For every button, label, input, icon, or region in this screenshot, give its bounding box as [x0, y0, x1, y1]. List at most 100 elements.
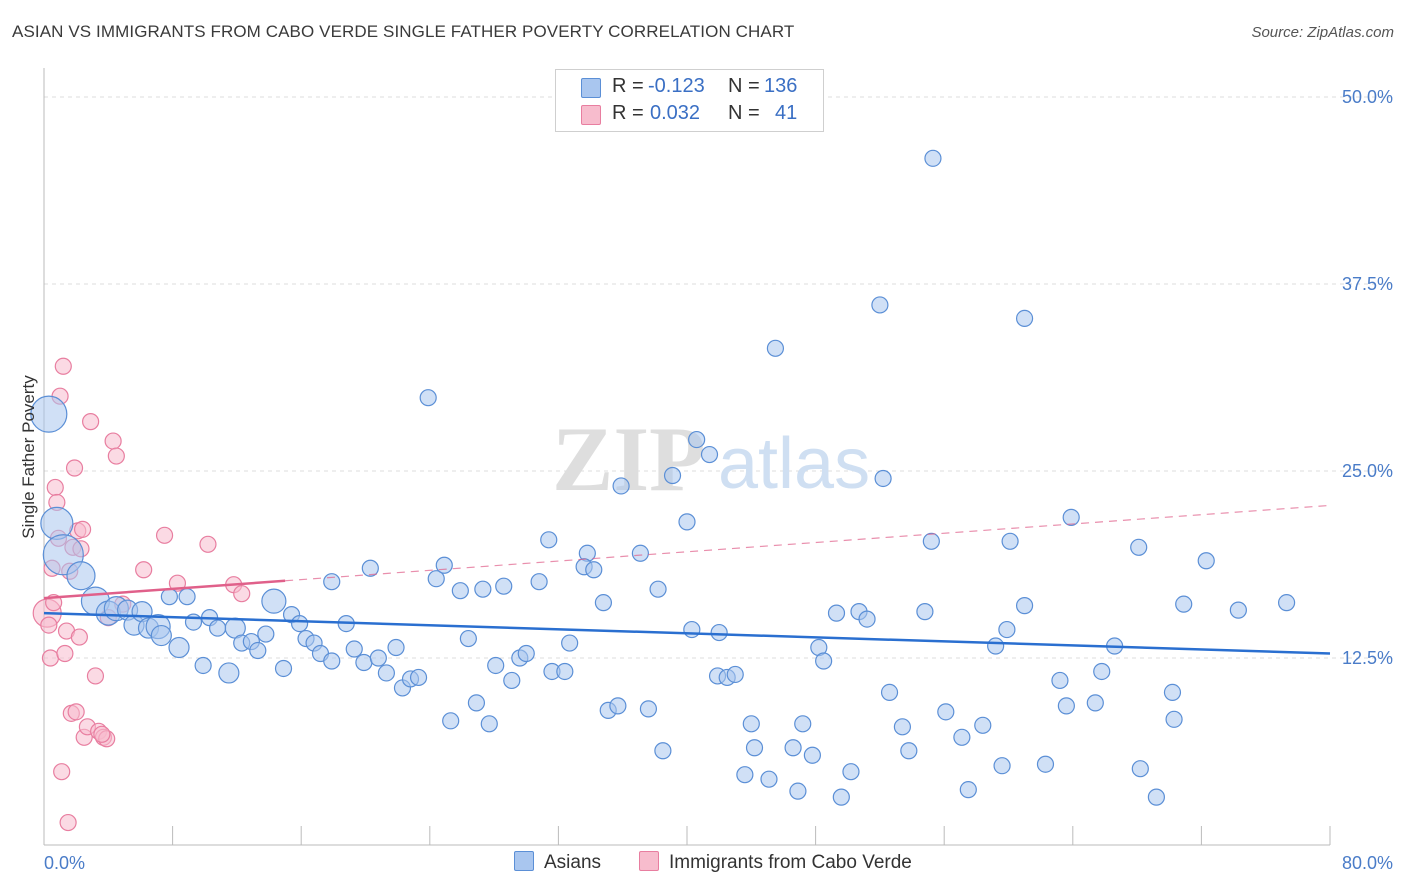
data-point: [459, 629, 477, 648]
data-point: [209, 619, 227, 637]
y-tick-label: 12.5%: [1342, 648, 1393, 668]
watermark-zip: ZIP: [552, 408, 705, 510]
data-point: [745, 739, 764, 757]
data-point: [107, 447, 125, 465]
trend-line-cabo-verde: [43, 579, 286, 600]
data-point: [160, 588, 178, 606]
source-label: Source: ZipAtlas.com: [1251, 24, 1394, 41]
data-point: [1036, 755, 1055, 773]
data-point: [70, 628, 88, 646]
data-point: [742, 715, 760, 733]
data-point: [916, 603, 934, 621]
data-point: [135, 561, 153, 579]
data-point: [1051, 671, 1069, 690]
legend-n-label: N =: [728, 102, 760, 124]
data-point: [467, 694, 486, 712]
data-point: [1277, 594, 1296, 612]
data-point: [387, 638, 405, 657]
data-point: [922, 532, 940, 550]
trend-line-cabo-verde-extension: [285, 504, 1331, 582]
data-point: [858, 610, 876, 628]
points-asians: [30, 149, 1296, 806]
data-point: [93, 725, 111, 743]
data-point: [974, 716, 992, 734]
legend-r-value: 0.032: [650, 102, 701, 124]
data-point: [871, 296, 889, 314]
y-tick-label: 37.5%: [1342, 274, 1393, 294]
data-point: [760, 770, 778, 788]
data-point: [842, 763, 860, 781]
data-point: [41, 649, 60, 667]
trend-line-asians: [43, 611, 1331, 655]
data-point: [803, 746, 821, 764]
legend-swatch-asians: [581, 78, 601, 98]
trend-lines: [43, 504, 1331, 655]
data-point: [86, 667, 105, 685]
data-point: [893, 718, 912, 736]
legend-n-value: 136: [764, 75, 798, 97]
data-point: [30, 395, 68, 433]
data-point: [678, 513, 696, 531]
data-point: [736, 766, 754, 784]
data-point: [654, 742, 672, 760]
watermark-atlas: atlas: [718, 424, 870, 504]
y-tick-labels: 12.5% 25.0% 37.5% 50.0%: [1342, 87, 1393, 668]
data-point: [82, 413, 100, 431]
data-point: [900, 742, 918, 760]
data-point: [442, 712, 460, 730]
y-tick-label: 50.0%: [1342, 87, 1393, 107]
data-point: [355, 653, 373, 672]
x-tick-label: 80.0%: [1342, 853, 1393, 873]
legend-n-label: N =: [728, 75, 760, 97]
data-point: [503, 671, 521, 690]
points-cabo-verde: [32, 357, 251, 832]
data-point: [937, 703, 955, 721]
data-point: [480, 715, 498, 733]
data-point: [474, 580, 492, 598]
data-point: [40, 616, 58, 634]
data-point: [827, 604, 846, 622]
data-point: [1093, 662, 1111, 681]
data-point: [168, 636, 190, 659]
data-point: [56, 644, 74, 663]
bottom-legend-label-asians: Asians: [544, 852, 602, 873]
data-point: [998, 620, 1016, 639]
axes: [43, 68, 1331, 846]
legend-n-value: 41: [775, 102, 798, 124]
data-point: [233, 585, 251, 603]
data-point: [612, 477, 630, 495]
data-point: [688, 430, 706, 449]
bottom-legend-asians: Asians: [514, 851, 601, 874]
data-point: [726, 665, 744, 684]
data-point: [556, 662, 574, 681]
y-axis-label: Single Father Poverty: [19, 375, 38, 539]
data-point: [345, 640, 363, 658]
data-point: [561, 634, 579, 652]
data-point: [495, 577, 513, 595]
data-point: [40, 506, 74, 540]
data-point: [1015, 597, 1034, 615]
data-point: [1130, 538, 1148, 556]
data-point: [1062, 508, 1080, 526]
data-point: [1163, 683, 1182, 702]
x-tick-label: 0.0%: [44, 853, 85, 873]
data-point: [631, 544, 649, 562]
data-point: [789, 782, 807, 800]
data-point: [639, 700, 658, 718]
correlation-legend: R = -0.123 N = 136 R = 0.032 N = 41: [555, 69, 824, 132]
data-point: [377, 664, 395, 682]
data-point: [1057, 697, 1075, 715]
data-point: [369, 649, 387, 667]
data-point: [609, 697, 627, 715]
bottom-legend-label-cabo-verde: Immigrants from Cabo Verde: [669, 852, 912, 873]
data-point: [1131, 760, 1149, 778]
data-point: [993, 757, 1011, 775]
data-point: [46, 478, 64, 497]
x-tick-labels: 0.0% 80.0%: [44, 853, 1393, 873]
data-point: [1165, 710, 1183, 728]
data-point: [959, 781, 977, 799]
data-point: [953, 728, 971, 746]
data-point: [540, 531, 558, 549]
data-point: [1229, 601, 1247, 619]
